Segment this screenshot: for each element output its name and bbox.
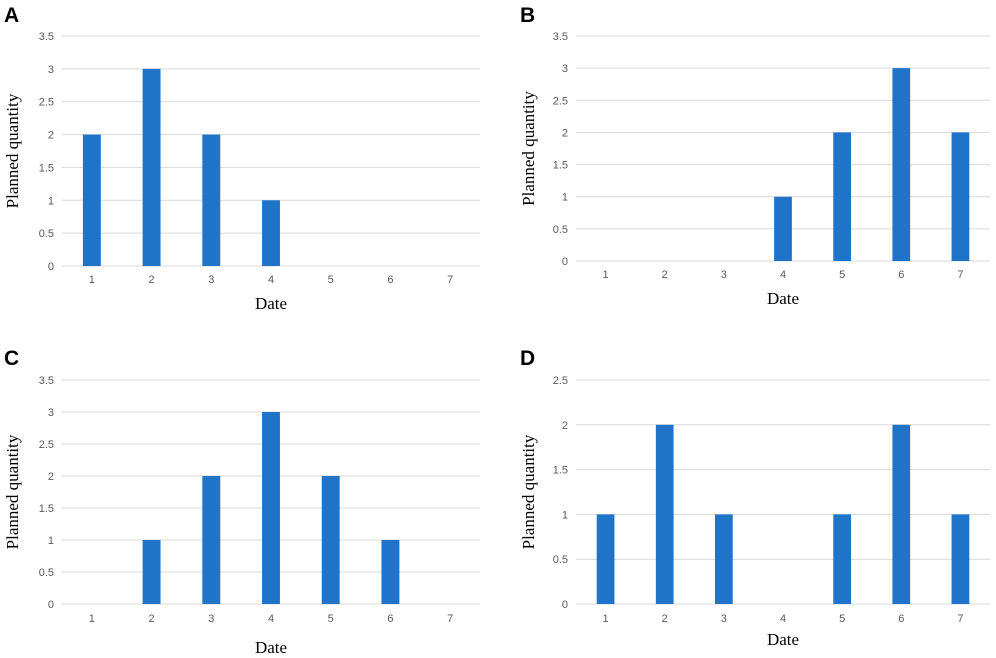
y-tick-label: 2.5 xyxy=(39,439,54,451)
y-axis-title: Planned quantity xyxy=(519,434,538,549)
y-tick-label: 2.5 xyxy=(553,95,568,107)
bar-date-5 xyxy=(833,514,852,604)
y-tick-label: 0.5 xyxy=(39,567,54,579)
x-tick-label: 5 xyxy=(839,613,845,625)
y-tick-label: 0.5 xyxy=(553,554,568,566)
y-tick-label: 3.5 xyxy=(39,31,54,43)
x-axis-title: Date xyxy=(255,294,287,313)
y-tick-label: 1.5 xyxy=(553,160,568,172)
x-tick-label: 1 xyxy=(89,613,95,625)
bar-date-6 xyxy=(381,540,400,604)
y-tick-label: 1 xyxy=(48,195,54,207)
y-tick-label: 3 xyxy=(48,407,54,419)
y-tick-label: 2 xyxy=(562,127,568,139)
x-tick-label: 5 xyxy=(328,613,334,625)
x-tick-label: 1 xyxy=(603,613,609,625)
x-tick-label: 3 xyxy=(721,613,727,625)
x-tick-label: 2 xyxy=(662,269,668,281)
y-tick-label: 2 xyxy=(48,471,54,483)
x-tick-label: 7 xyxy=(957,269,963,281)
y-tick-label: 0.5 xyxy=(553,224,568,236)
chart-panel-b: B 0 0.5 1 1.5 2 2.5 3 3.5 1 2 3 4 5 6 7 Date Planned quan… xyxy=(519,4,990,308)
panel-letter: A xyxy=(4,4,19,27)
x-tick-label: 2 xyxy=(662,613,668,625)
x-tick-label: 7 xyxy=(957,613,963,625)
x-tick-label: 3 xyxy=(208,613,214,625)
y-tick-label: 3 xyxy=(48,64,54,76)
x-tick-label: 4 xyxy=(268,274,274,286)
bar-date-7 xyxy=(951,514,970,604)
x-axis-title: Date xyxy=(255,638,287,657)
bar-date-5 xyxy=(833,132,852,261)
y-tick-label: 3.5 xyxy=(39,375,54,387)
chart-panel-c: C 0 0.5 1 1.5 2 2.5 3 3.5 1 2 3 4 5 6 7 Date Planned quan… xyxy=(3,347,480,657)
bar-date-4 xyxy=(774,196,792,261)
x-tick-label: 6 xyxy=(387,274,393,286)
bar-date-6 xyxy=(892,68,911,262)
x-tick-label: 7 xyxy=(447,613,453,625)
chart-panel-d: D 0 0.5 1 1.5 2 2.5 1 2 3 4 5 6 7 Date Planned quantity xyxy=(519,347,990,649)
x-tick-label: 4 xyxy=(780,613,786,625)
panel-letter: C xyxy=(4,347,19,370)
y-tick-label: 0.5 xyxy=(39,228,54,240)
y-tick-label: 3.5 xyxy=(553,31,568,43)
bar-date-3 xyxy=(714,514,733,604)
y-tick-label: 0 xyxy=(562,256,568,268)
chart-panel-a: A 0 0.5 1 1.5 2 2.5 3 3.5 1 2 3 4 5 6 7 Date Planned quan… xyxy=(3,4,480,313)
x-tick-label: 3 xyxy=(208,274,214,286)
x-tick-label: 2 xyxy=(149,274,155,286)
bar-date-7 xyxy=(951,132,970,261)
x-tick-label: 6 xyxy=(387,613,393,625)
y-tick-label: 1.5 xyxy=(553,465,568,477)
x-tick-label: 5 xyxy=(328,274,334,286)
panel-letter: D xyxy=(520,347,535,370)
bar-date-3 xyxy=(202,476,221,604)
x-tick-label: 1 xyxy=(89,274,95,286)
x-tick-label: 6 xyxy=(898,269,904,281)
bar-date-3 xyxy=(202,134,221,266)
y-axis-title: Planned quantity xyxy=(519,91,538,206)
bar-date-6 xyxy=(892,424,911,604)
y-tick-label: 2.5 xyxy=(39,97,54,109)
x-axis-title: Date xyxy=(767,289,799,308)
bar-date-2 xyxy=(142,68,161,266)
y-tick-label: 0 xyxy=(562,599,568,611)
x-axis-title: Date xyxy=(767,630,799,649)
bar-date-5 xyxy=(321,476,340,604)
bar-date-1 xyxy=(82,134,101,266)
y-tick-label: 0 xyxy=(48,261,54,273)
y-tick-label: 2.5 xyxy=(553,375,568,387)
y-axis-title: Planned quantity xyxy=(3,93,22,208)
bar-date-1 xyxy=(596,514,615,604)
x-tick-label: 4 xyxy=(780,269,786,281)
x-tick-label: 6 xyxy=(898,613,904,625)
y-axis-title: Planned quantity xyxy=(3,434,22,549)
x-tick-label: 2 xyxy=(149,613,155,625)
x-tick-label: 4 xyxy=(268,613,274,625)
y-tick-label: 3 xyxy=(562,63,568,75)
panel-letter: B xyxy=(520,4,535,27)
y-tick-label: 1 xyxy=(48,535,54,547)
y-tick-label: 1 xyxy=(562,192,568,204)
x-tick-label: 7 xyxy=(447,274,453,286)
y-tick-label: 2 xyxy=(562,420,568,432)
bar-date-2 xyxy=(655,424,674,604)
y-tick-label: 0 xyxy=(48,599,54,611)
x-tick-label: 3 xyxy=(721,269,727,281)
x-tick-label: 5 xyxy=(839,269,845,281)
y-tick-label: 1.5 xyxy=(39,162,54,174)
y-tick-label: 1.5 xyxy=(39,503,54,515)
y-tick-label: 1 xyxy=(562,509,568,521)
bar-date-4 xyxy=(262,200,280,266)
y-tick-label: 2 xyxy=(48,130,54,142)
bar-date-2 xyxy=(142,540,161,604)
x-tick-label: 1 xyxy=(603,269,609,281)
bar-date-4 xyxy=(262,412,280,604)
